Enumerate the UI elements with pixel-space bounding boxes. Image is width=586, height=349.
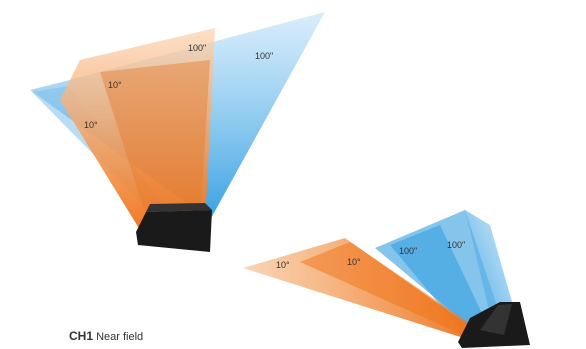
orange-beam-inner xyxy=(100,60,210,228)
figure-caption: CH1 Near field xyxy=(69,329,143,343)
blue-beam-tilted-inner xyxy=(390,225,490,335)
figure-upright: 100" 100" 10° 10° xyxy=(30,12,325,252)
label-blue-100-tilted-a: 100" xyxy=(399,246,417,256)
caption-channel: CH1 xyxy=(69,329,94,343)
label-orange-10-upright: 10° xyxy=(108,80,122,90)
orange-beam-tilted-inner xyxy=(300,242,480,338)
orange-beam-wide xyxy=(60,28,215,230)
caption-text: Near field xyxy=(96,331,144,343)
label-orange-10-tilted-a: 10° xyxy=(276,260,290,270)
label-blue-10-upright: 10° xyxy=(84,120,98,130)
label-orange-10-tilted-b: 10° xyxy=(347,257,361,267)
figure-tilted: 10° 10° 100" 100" xyxy=(243,210,530,348)
projector-device-upright xyxy=(136,210,212,252)
projector-lens-tilted xyxy=(480,304,512,335)
projector-lens-upright xyxy=(146,203,212,212)
label-blue-100-upright: 100" xyxy=(255,51,273,61)
label-blue-100-tilted-b: 100" xyxy=(447,240,465,250)
label-orange-100-upright: 100" xyxy=(188,43,206,53)
